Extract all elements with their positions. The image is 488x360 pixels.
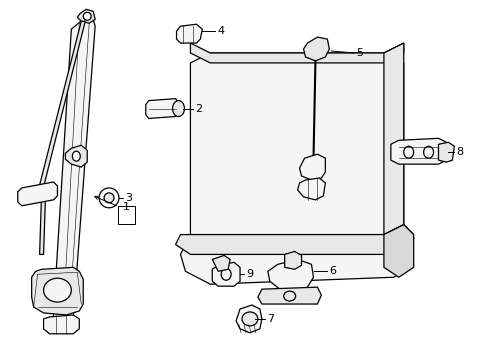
Polygon shape: [53, 19, 95, 327]
Polygon shape: [438, 142, 453, 162]
Polygon shape: [257, 287, 321, 304]
Ellipse shape: [83, 12, 91, 20]
Polygon shape: [190, 43, 403, 63]
Polygon shape: [38, 21, 85, 195]
Text: 5: 5: [355, 48, 363, 58]
Text: 1: 1: [122, 202, 129, 212]
Polygon shape: [212, 262, 240, 286]
Text: 3: 3: [124, 193, 132, 203]
Text: 4: 4: [217, 26, 224, 36]
Polygon shape: [303, 37, 328, 61]
Text: 7: 7: [266, 314, 273, 324]
Ellipse shape: [99, 188, 119, 208]
FancyBboxPatch shape: [118, 206, 135, 224]
Polygon shape: [390, 138, 446, 164]
Polygon shape: [297, 178, 325, 200]
Polygon shape: [43, 315, 79, 334]
Polygon shape: [180, 225, 413, 284]
Polygon shape: [190, 53, 403, 244]
Polygon shape: [32, 267, 83, 315]
Polygon shape: [299, 154, 325, 180]
Polygon shape: [176, 24, 202, 43]
Polygon shape: [284, 251, 301, 269]
Ellipse shape: [104, 193, 114, 203]
Polygon shape: [145, 99, 178, 118]
Text: 8: 8: [455, 147, 463, 157]
Polygon shape: [175, 225, 413, 255]
Text: 6: 6: [328, 266, 336, 276]
Polygon shape: [383, 43, 403, 244]
Polygon shape: [383, 225, 413, 277]
Ellipse shape: [242, 312, 257, 326]
Text: 2: 2: [195, 104, 202, 113]
Polygon shape: [65, 145, 87, 167]
Text: 9: 9: [245, 269, 253, 279]
Ellipse shape: [43, 278, 71, 302]
Polygon shape: [212, 255, 230, 271]
Ellipse shape: [72, 151, 80, 161]
Polygon shape: [77, 9, 95, 23]
Polygon shape: [236, 305, 262, 333]
Polygon shape: [18, 182, 57, 206]
Ellipse shape: [172, 100, 184, 117]
Polygon shape: [267, 260, 313, 291]
Polygon shape: [40, 193, 45, 255]
